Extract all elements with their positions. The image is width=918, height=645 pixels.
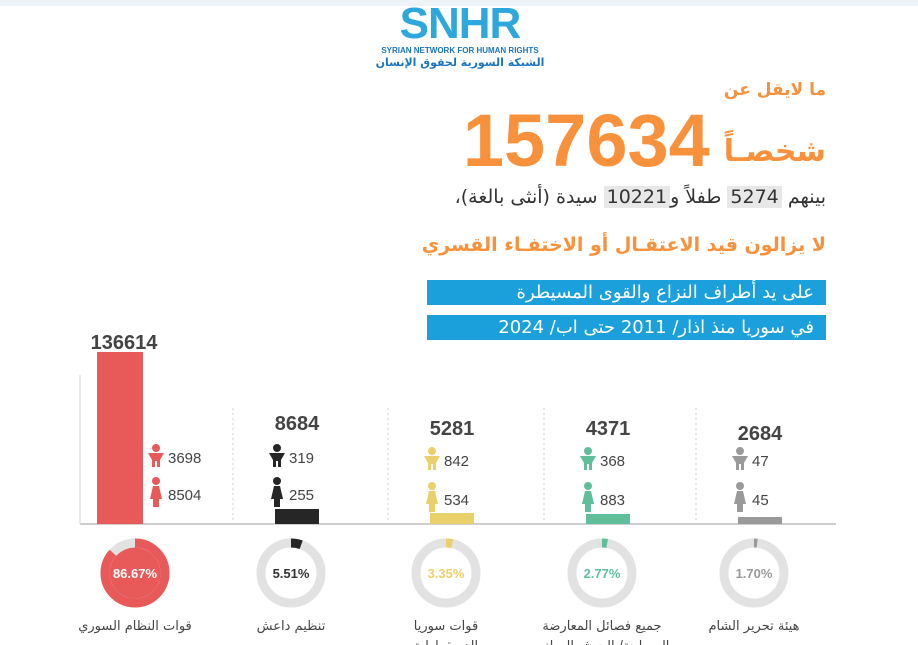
logo-arabic-name: الشبكة السورية لحقوق الإنسان xyxy=(375,56,545,69)
women-count-label: 883 xyxy=(600,492,625,509)
child-icon xyxy=(736,447,744,455)
child-icon xyxy=(273,444,281,452)
persons-label: شخصـاً xyxy=(723,134,826,169)
share-donut-arc xyxy=(411,538,481,608)
category-name-label: الديمقراطية xyxy=(414,639,478,645)
children-count-label: 3698 xyxy=(168,450,201,467)
share-percent-label: 86.67% xyxy=(113,566,158,581)
share-donut-center xyxy=(109,547,161,599)
category-total-label: 2684 xyxy=(738,423,783,445)
women-value: 10221 xyxy=(603,186,671,208)
women-label: سيدة (أنثى بالغة)، xyxy=(454,186,598,208)
share-percent-label: 5.51% xyxy=(273,566,310,581)
women-count-label: 45 xyxy=(752,492,769,509)
category-total-label: 5281 xyxy=(430,418,475,440)
category-bar xyxy=(97,352,143,524)
women-count-label: 8504 xyxy=(168,487,201,504)
woman-icon xyxy=(152,477,160,485)
child-icon xyxy=(584,447,592,455)
children-count-label: 319 xyxy=(289,450,314,467)
share-percent-label: 1.70% xyxy=(736,566,773,581)
still-detained-text: لا يزالون قيد الاعتقـال أو الاختفـاء الق… xyxy=(421,234,826,256)
children-count-label: 368 xyxy=(600,453,625,470)
category-total-label: 8684 xyxy=(275,413,320,435)
children-count-label: 842 xyxy=(444,453,469,470)
category-bar xyxy=(738,517,782,524)
category-bar xyxy=(430,513,474,524)
category-bar xyxy=(586,514,630,524)
detainees-chart: 136614 3698 8504 86.67% قوات النظام السوري 86… xyxy=(78,332,836,645)
woman-icon xyxy=(428,482,436,490)
category-name-label: قوات النظام السوري xyxy=(78,619,192,634)
total-detained-number: 157634 xyxy=(462,99,710,182)
category-total-label: 136614 xyxy=(91,332,159,354)
woman-icon xyxy=(584,482,592,490)
share-donut-arc xyxy=(256,538,326,608)
women-count-label: 255 xyxy=(289,487,314,504)
period-banner: في سوريا منذ اذار/ 2011 حتى اب/ 2024 xyxy=(427,315,826,340)
child-icon xyxy=(428,447,436,455)
woman-icon xyxy=(734,491,746,512)
children-count-label: 47 xyxy=(752,453,769,470)
child-icon xyxy=(148,453,164,467)
woman-icon xyxy=(582,491,594,512)
share-percent-label: 3.35% xyxy=(428,566,465,581)
share-percent-label: 2.77% xyxy=(584,566,621,581)
share-donut-arc xyxy=(100,538,170,608)
category-name-label: هيئة تحرير الشام xyxy=(708,619,799,634)
share-donut-arc xyxy=(567,538,637,608)
logo-english-name: SYRIAN NETWORK FOR HUMAN RIGHTS xyxy=(381,46,539,55)
category-name-label: قوات سوريا xyxy=(414,619,478,634)
among-prefix: بينهم xyxy=(787,186,826,208)
child-icon xyxy=(580,456,596,470)
category-bar xyxy=(275,509,319,524)
share-donut-arc xyxy=(719,538,789,608)
snhr-logo: SNHR SYRIAN NETWORK FOR HUMAN RIGHTS الش… xyxy=(370,2,550,76)
child-icon xyxy=(152,444,160,452)
woman-icon xyxy=(273,477,281,485)
category-name-label: جميع فصائل المعارضة xyxy=(542,619,661,634)
children-value: 5274 xyxy=(727,186,782,208)
woman-icon xyxy=(150,486,162,507)
child-icon xyxy=(732,456,748,470)
women-count-label: 534 xyxy=(444,492,469,509)
top-bar xyxy=(0,0,918,6)
children-women-line: بينهم 5274 طفلاً و10221 سيدة (أنثى بالغة… xyxy=(455,186,826,208)
child-icon xyxy=(424,456,440,470)
children-label: طفلاً و xyxy=(670,186,722,208)
logo-wordmark: SNHR xyxy=(399,0,522,48)
woman-icon xyxy=(426,491,438,512)
woman-icon xyxy=(736,482,744,490)
at-least-text: ما لايقل عن xyxy=(723,80,826,100)
child-icon xyxy=(269,453,285,467)
category-name-label: تنظيم داعش xyxy=(257,619,326,634)
category-total-label: 4371 xyxy=(586,418,631,440)
woman-icon xyxy=(271,486,283,507)
headline-total: شخصـاً 157634 xyxy=(463,100,826,178)
category-name-label: المسلحة/ الجيش الوطني xyxy=(535,639,670,645)
by-parties-banner: على يد أطراف النزاع والقوى المسيطرة xyxy=(427,280,826,305)
